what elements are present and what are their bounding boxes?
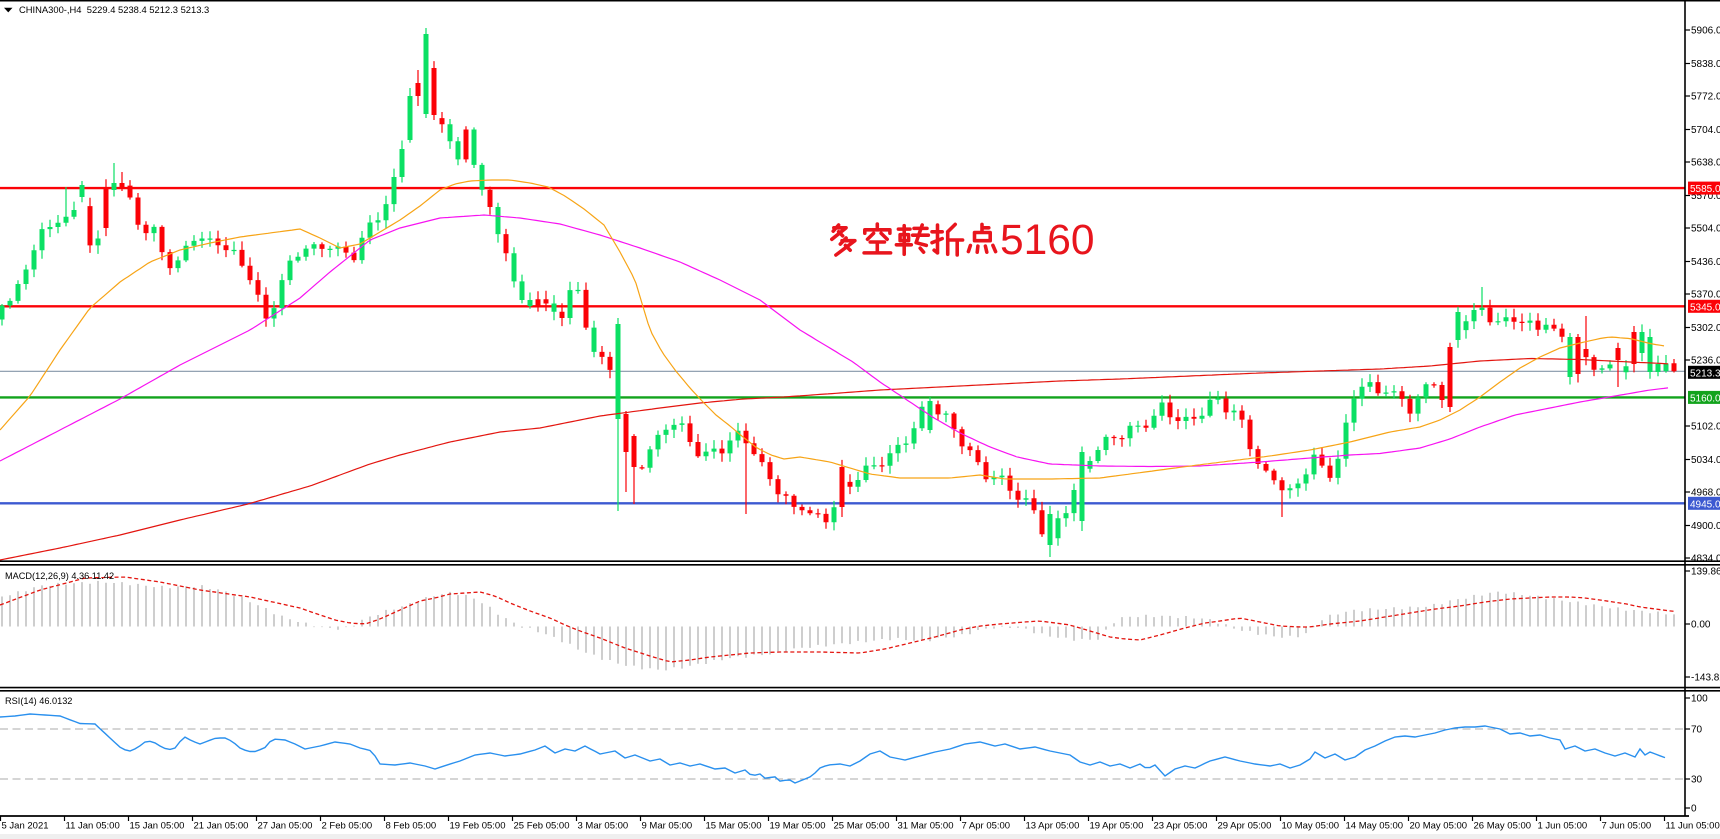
svg-text:5302.0: 5302.0 bbox=[1691, 323, 1720, 334]
svg-text:5034.0: 5034.0 bbox=[1691, 455, 1720, 466]
svg-text:25 Mar 05:00: 25 Mar 05:00 bbox=[834, 821, 890, 832]
svg-text:7 Apr 05:00: 7 Apr 05:00 bbox=[962, 821, 1011, 832]
svg-text:4834.0: 4834.0 bbox=[1691, 554, 1720, 565]
svg-text:5345.0: 5345.0 bbox=[1690, 302, 1720, 313]
svg-text:5236.0: 5236.0 bbox=[1691, 356, 1720, 367]
svg-text:19 Apr 05:00: 19 Apr 05:00 bbox=[1090, 821, 1144, 832]
svg-text:5570.0: 5570.0 bbox=[1691, 191, 1720, 202]
svg-text:4968.0: 4968.0 bbox=[1691, 488, 1720, 499]
svg-text:MACD(12,26,9) 4.36 11.42: MACD(12,26,9) 4.36 11.42 bbox=[5, 571, 114, 581]
svg-text:20 May 05:00: 20 May 05:00 bbox=[1410, 821, 1468, 832]
svg-text:27 Jan 05:00: 27 Jan 05:00 bbox=[258, 821, 313, 832]
svg-text:11 Jun 05:00: 11 Jun 05:00 bbox=[1666, 821, 1720, 832]
svg-text:5585.0: 5585.0 bbox=[1690, 184, 1720, 195]
svg-text:19 Mar 05:00: 19 Mar 05:00 bbox=[770, 821, 826, 832]
svg-text:8 Feb 05:00: 8 Feb 05:00 bbox=[386, 821, 437, 832]
svg-text:26 May 05:00: 26 May 05:00 bbox=[1474, 821, 1532, 832]
svg-text:5160.0: 5160.0 bbox=[1690, 393, 1720, 404]
svg-text:100: 100 bbox=[1691, 694, 1708, 705]
svg-text:15 Jan 05:00: 15 Jan 05:00 bbox=[130, 821, 185, 832]
svg-text:-143.82: -143.82 bbox=[1691, 673, 1720, 684]
svg-text:29 Apr 05:00: 29 Apr 05:00 bbox=[1218, 821, 1272, 832]
svg-text:13 Apr 05:00: 13 Apr 05:00 bbox=[1026, 821, 1080, 832]
svg-text:19 Feb 05:00: 19 Feb 05:00 bbox=[450, 821, 506, 832]
svg-text:0: 0 bbox=[1691, 804, 1697, 815]
svg-text:5638.0: 5638.0 bbox=[1691, 158, 1720, 169]
svg-text:31 Mar 05:00: 31 Mar 05:00 bbox=[898, 821, 954, 832]
svg-text:4900.0: 4900.0 bbox=[1691, 521, 1720, 532]
svg-text:5 Jan 2021: 5 Jan 2021 bbox=[2, 821, 49, 832]
svg-text:21 Jan 05:00: 21 Jan 05:00 bbox=[194, 821, 249, 832]
svg-text:15 Mar 05:00: 15 Mar 05:00 bbox=[706, 821, 762, 832]
svg-text:9 Mar 05:00: 9 Mar 05:00 bbox=[642, 821, 693, 832]
svg-text:23 Apr 05:00: 23 Apr 05:00 bbox=[1154, 821, 1208, 832]
svg-text:30: 30 bbox=[1691, 775, 1703, 786]
svg-text:5772.0: 5772.0 bbox=[1691, 92, 1720, 103]
svg-text:5213.3: 5213.3 bbox=[1690, 368, 1720, 379]
svg-text:5370.0: 5370.0 bbox=[1691, 290, 1720, 301]
svg-text:5906.0: 5906.0 bbox=[1691, 26, 1720, 37]
svg-text:139.86: 139.86 bbox=[1691, 567, 1720, 578]
svg-text:3 Mar 05:00: 3 Mar 05:00 bbox=[578, 821, 629, 832]
svg-text:14 May 05:00: 14 May 05:00 bbox=[1346, 821, 1404, 832]
svg-text:2 Feb 05:00: 2 Feb 05:00 bbox=[322, 821, 373, 832]
svg-text:RSI(14) 46.0132: RSI(14) 46.0132 bbox=[5, 696, 72, 706]
svg-text:11 Jan 05:00: 11 Jan 05:00 bbox=[66, 821, 120, 832]
svg-text:5838.0: 5838.0 bbox=[1691, 59, 1720, 70]
svg-text:25 Feb 05:00: 25 Feb 05:00 bbox=[514, 821, 570, 832]
svg-text:70: 70 bbox=[1691, 725, 1703, 736]
svg-text:5436.0: 5436.0 bbox=[1691, 257, 1720, 268]
svg-text:7 Jun 05:00: 7 Jun 05:00 bbox=[1602, 821, 1652, 832]
svg-text:1 Jun 05:00: 1 Jun 05:00 bbox=[1538, 821, 1588, 832]
svg-text:10 May 05:00: 10 May 05:00 bbox=[1282, 821, 1340, 832]
svg-text:5704.0: 5704.0 bbox=[1691, 125, 1720, 136]
svg-text:5102.0: 5102.0 bbox=[1691, 422, 1720, 433]
svg-text:5160: 5160 bbox=[1000, 217, 1095, 264]
svg-text:0.00: 0.00 bbox=[1691, 620, 1711, 631]
svg-text:CHINA300-,H4 5229.4 5238.4 52: CHINA300-,H4 5229.4 5238.4 5212.3 5213.3 bbox=[19, 4, 209, 15]
svg-text:5504.0: 5504.0 bbox=[1691, 224, 1720, 235]
svg-text:4945.0: 4945.0 bbox=[1690, 499, 1720, 510]
